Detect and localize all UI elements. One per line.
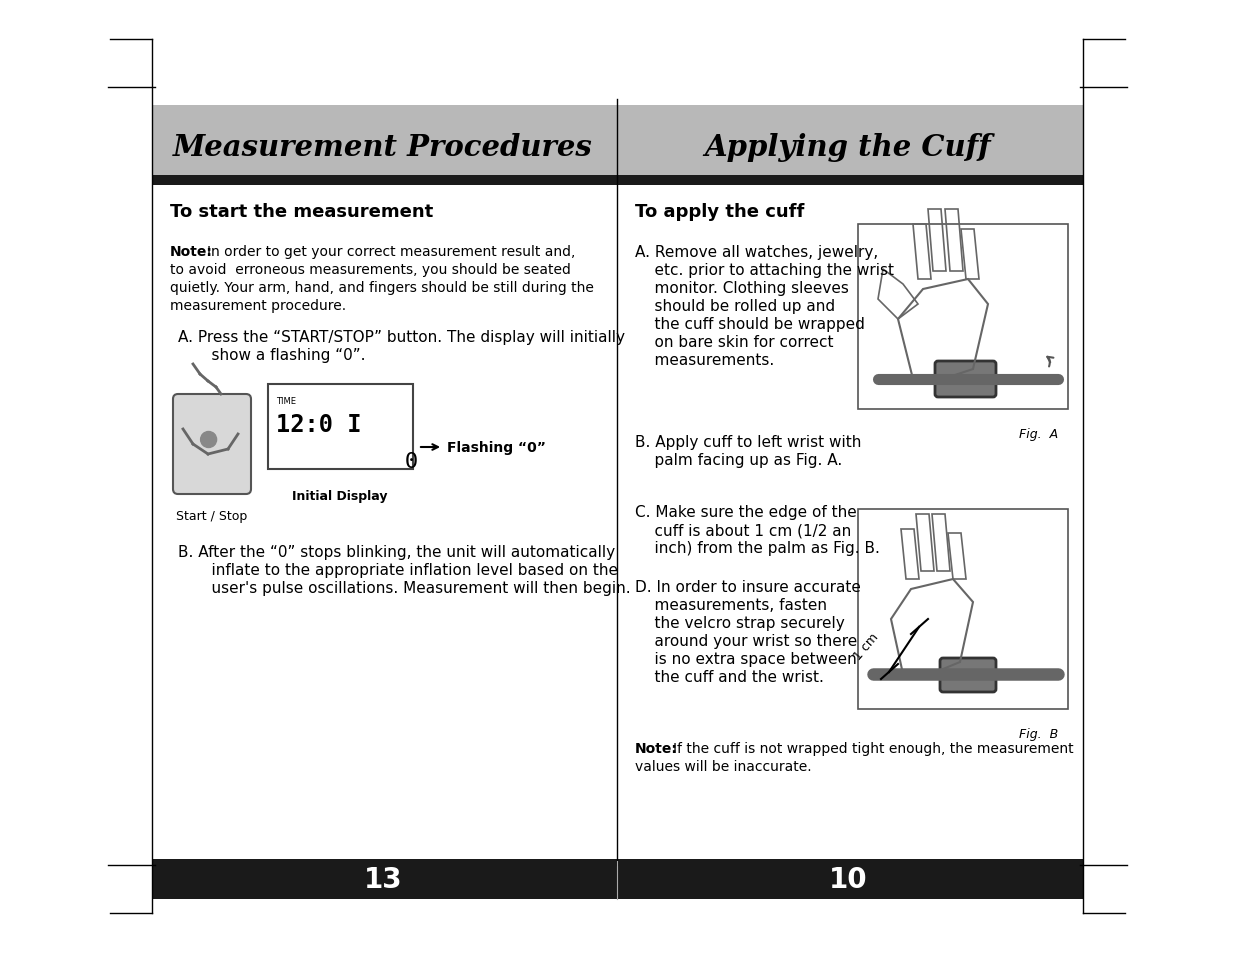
Text: show a flashing “0”.: show a flashing “0”.	[191, 348, 366, 363]
Text: Measurement Procedures: Measurement Procedures	[173, 133, 593, 162]
Text: Start / Stop: Start / Stop	[177, 510, 248, 522]
Text: monitor. Clothing sleeves: monitor. Clothing sleeves	[635, 281, 848, 295]
Text: Flashing “0”: Flashing “0”	[447, 440, 546, 455]
Text: Fig.  B: Fig. B	[1019, 727, 1058, 740]
Text: measurements.: measurements.	[635, 353, 774, 368]
Text: inflate to the appropriate inflation level based on the: inflate to the appropriate inflation lev…	[191, 562, 618, 578]
Text: user's pulse oscillations. Measurement will then begin.: user's pulse oscillations. Measurement w…	[191, 580, 631, 596]
Text: TIME: TIME	[275, 396, 296, 406]
Text: 13: 13	[363, 865, 403, 893]
Text: B. Apply cuff to left wrist with: B. Apply cuff to left wrist with	[635, 435, 861, 450]
Text: etc. prior to attaching the wrist: etc. prior to attaching the wrist	[635, 263, 894, 277]
Bar	[152, 175, 1083, 186]
Text: to avoid  erroneous measurements, you should be seated: to avoid erroneous measurements, you sho…	[170, 263, 571, 276]
Text: on bare skin for correct: on bare skin for correct	[635, 335, 834, 350]
Text: the cuff and the wrist.: the cuff and the wrist.	[635, 669, 824, 684]
FancyBboxPatch shape	[935, 361, 995, 397]
Text: 1 cm: 1 cm	[851, 630, 881, 662]
FancyBboxPatch shape	[173, 395, 251, 495]
Text: In order to get your correct measurement result and,: In order to get your correct measurement…	[207, 245, 576, 258]
Text: Fig.  A: Fig. A	[1019, 428, 1058, 440]
Circle shape	[200, 432, 216, 448]
Text: Note:: Note:	[170, 245, 212, 258]
Text: measurements, fasten: measurements, fasten	[635, 598, 827, 613]
Text: measurement procedure.: measurement procedure.	[170, 298, 346, 313]
Text: palm facing up as Fig. A.: palm facing up as Fig. A.	[635, 453, 842, 468]
Bar	[268, 385, 412, 470]
Text: C. Make sure the edge of the: C. Make sure the edge of the	[635, 504, 857, 519]
Text: 12:0 I: 12:0 I	[275, 413, 362, 436]
Text: If the cuff is not wrapped tight enough, the measurement: If the cuff is not wrapped tight enough,…	[673, 741, 1073, 755]
Text: values will be inaccurate.: values will be inaccurate.	[635, 760, 811, 773]
Text: To apply the cuff: To apply the cuff	[635, 203, 804, 221]
FancyBboxPatch shape	[940, 659, 995, 692]
Text: 0: 0	[378, 452, 419, 472]
Text: B. After the “0” stops blinking, the unit will automatically: B. After the “0” stops blinking, the uni…	[178, 544, 615, 559]
Text: Applying the Cuff: Applying the Cuff	[705, 133, 992, 162]
Text: D. In order to insure accurate: D. In order to insure accurate	[635, 579, 861, 595]
Text: Note:: Note:	[635, 741, 678, 755]
Text: To start the measurement: To start the measurement	[170, 203, 433, 221]
Text: the velcro strap securely: the velcro strap securely	[635, 616, 845, 630]
Text: should be rolled up and: should be rolled up and	[635, 298, 835, 314]
Text: A. Press the “START/STOP” button. The display will initially: A. Press the “START/STOP” button. The di…	[178, 330, 625, 345]
Bar	[858, 225, 1068, 410]
Bar	[152, 106, 1083, 178]
Text: A. Remove all watches, jewelry,: A. Remove all watches, jewelry,	[635, 245, 878, 260]
Text: 10: 10	[829, 865, 867, 893]
Text: quietly. Your arm, hand, and fingers should be still during the: quietly. Your arm, hand, and fingers sho…	[170, 281, 594, 294]
Text: around your wrist so there: around your wrist so there	[635, 634, 857, 648]
Bar	[152, 859, 1083, 899]
Text: the cuff should be wrapped: the cuff should be wrapped	[635, 316, 864, 332]
Text: Initial Display: Initial Display	[293, 490, 388, 502]
Bar	[858, 510, 1068, 709]
Text: is no extra space between: is no extra space between	[635, 651, 857, 666]
Text: cuff is about 1 cm (1/2 an: cuff is about 1 cm (1/2 an	[635, 522, 851, 537]
Text: inch) from the palm as Fig. B.: inch) from the palm as Fig. B.	[635, 540, 879, 556]
